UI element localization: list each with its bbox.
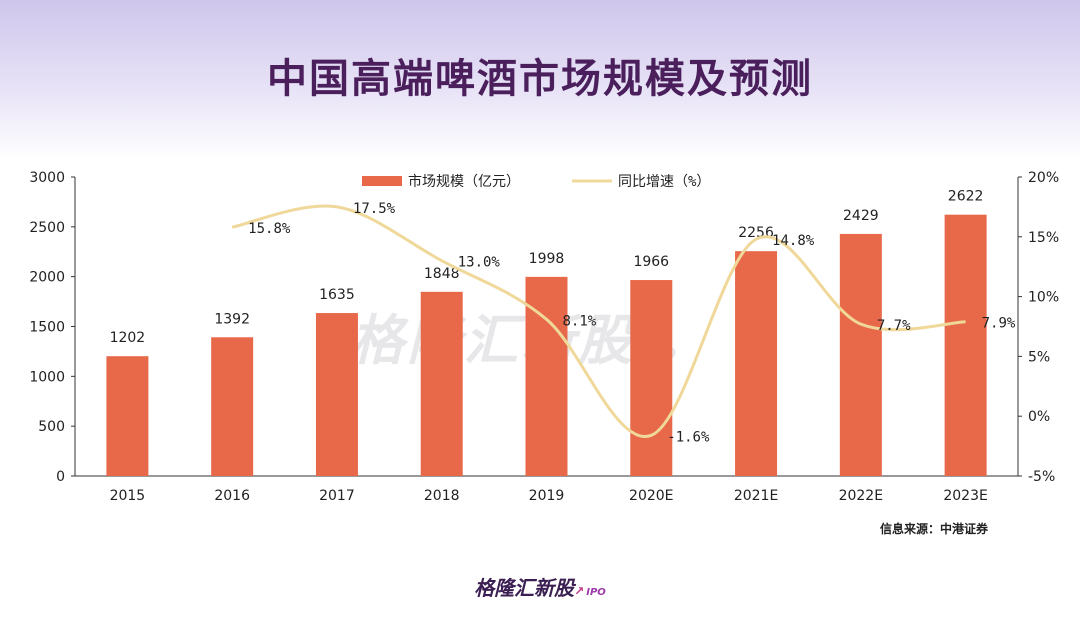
bar [839, 233, 882, 476]
bar-value-label: 2622 [948, 189, 984, 205]
bar [315, 313, 358, 476]
legend-bar-label: 市场规模（亿元） [408, 173, 520, 190]
x-tick-label: 2019 [529, 488, 565, 504]
bar-value-label: 1848 [424, 266, 460, 282]
x-tick-label: 2016 [214, 488, 250, 504]
source-note: 信息来源：中港证券 [880, 522, 989, 536]
x-tick-label: 2018 [424, 488, 460, 504]
y-left-tick-label: 0 [56, 469, 65, 485]
x-tick-label: 2020E [629, 488, 673, 504]
line-value-label: 15.8% [248, 221, 291, 237]
y-left-tick-label: 2000 [29, 270, 65, 286]
bar-value-label: 1635 [319, 287, 355, 303]
y-left-tick-label: 2500 [29, 220, 65, 236]
y-left-tick-label: 1000 [29, 369, 65, 385]
brand-logo: 格隆汇新股↗ IPO [0, 572, 1080, 601]
y-left-tick-label: 3000 [29, 170, 65, 186]
brand-name: 格隆汇新股 [474, 576, 575, 600]
y-right-tick-label: 0% [1028, 409, 1050, 425]
brand-ipo: IPO [586, 587, 606, 598]
line-value-label: 17.5% [353, 201, 396, 217]
y-left-tick-label: 500 [38, 419, 65, 435]
bar [735, 251, 778, 476]
y-right-tick-label: -5% [1028, 469, 1055, 485]
y-right-tick-label: 15% [1028, 230, 1059, 246]
bar [106, 356, 149, 476]
legend-line-label: 同比增速（%） [618, 174, 710, 190]
y-right-tick-label: 10% [1028, 290, 1059, 306]
line-value-label: 13.0% [458, 255, 501, 271]
line-value-label: 7.7% [877, 318, 911, 334]
line-value-label: 14.8% [772, 233, 815, 249]
bar [211, 337, 254, 476]
x-tick-label: 2015 [110, 488, 146, 504]
y-left-tick-label: 1500 [29, 320, 65, 336]
line-value-label: -1.6% [667, 429, 710, 445]
y-right-tick-label: 20% [1028, 170, 1059, 186]
header-background [0, 0, 1080, 160]
bar [420, 291, 463, 476]
line-value-label: 7.9% [982, 316, 1016, 332]
growth-line [231, 204, 966, 439]
bar [944, 214, 987, 476]
x-tick-label: 2017 [319, 488, 355, 504]
x-tick-label: 2021E [734, 488, 778, 504]
bar-value-label: 1966 [633, 254, 669, 270]
y-right-tick-label: 5% [1028, 349, 1050, 365]
brand-arrow-icon: ↗ [574, 584, 585, 598]
bar-value-label: 1392 [214, 311, 250, 327]
line-value-label: 8.1% [563, 313, 597, 329]
legend-bar-swatch [362, 176, 402, 186]
bar-value-label: 2429 [843, 208, 879, 224]
x-tick-label: 2022E [839, 488, 883, 504]
bar [630, 280, 673, 476]
x-tick-label: 2023E [943, 488, 987, 504]
page-title: 中国高端啤酒市场规模及预测 [267, 55, 813, 102]
bar-value-label: 1202 [110, 330, 146, 346]
bar-value-label: 1998 [529, 251, 565, 267]
